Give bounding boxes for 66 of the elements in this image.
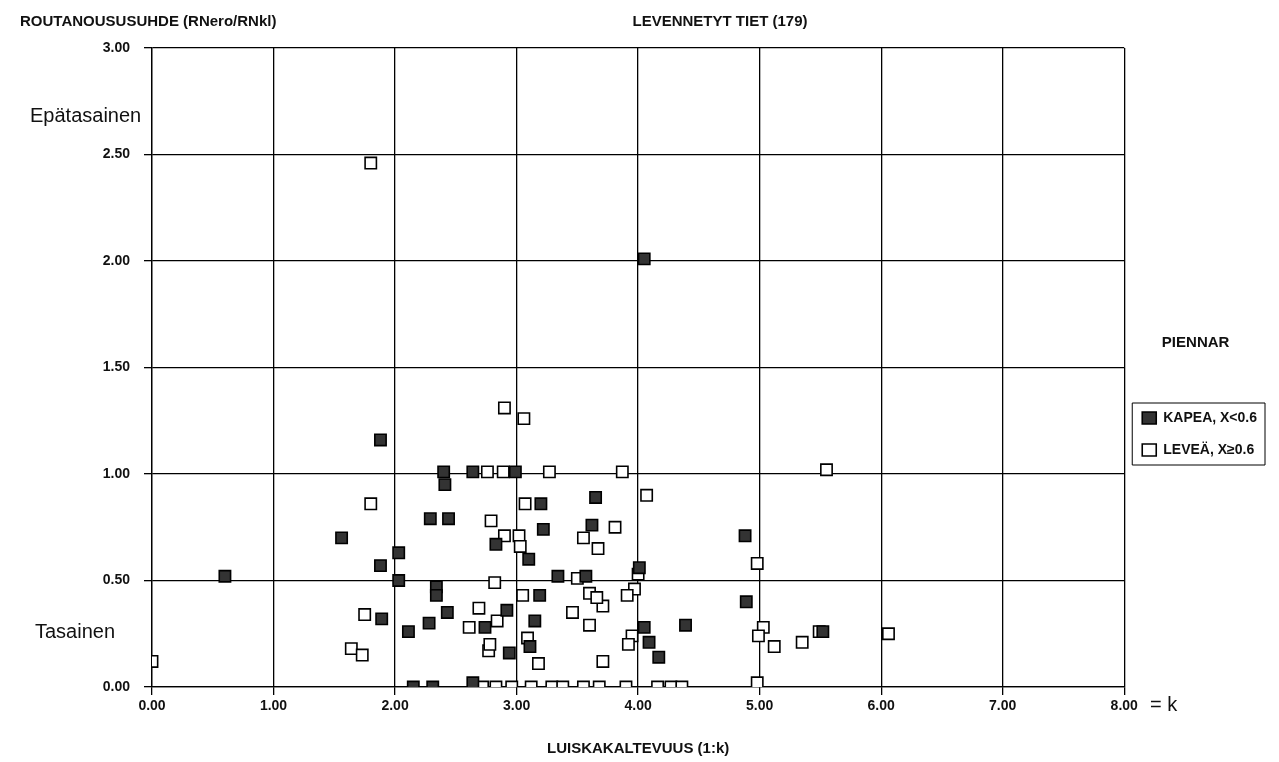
point	[738, 529, 752, 543]
point	[579, 569, 593, 583]
point	[642, 635, 656, 649]
point	[374, 433, 387, 447]
point	[401, 625, 415, 639]
point	[429, 588, 443, 602]
x-tick-label: 2.00	[381, 697, 409, 714]
point	[679, 618, 692, 632]
point	[500, 603, 514, 617]
point	[551, 569, 565, 583]
point	[816, 625, 830, 639]
point	[534, 497, 548, 511]
y-tick-label: 2.00	[102, 251, 131, 268]
text: Tasainen	[35, 620, 116, 643]
y-tick-label: 0.50	[102, 571, 131, 588]
point	[392, 546, 406, 560]
point	[375, 612, 389, 626]
point	[522, 552, 536, 566]
point	[478, 620, 492, 634]
y-tick-label: 1.50	[102, 358, 131, 375]
x-tick-label: 3.00	[502, 697, 531, 714]
point	[536, 522, 550, 536]
y-tick-label: 0.00	[102, 677, 131, 694]
point	[466, 465, 480, 479]
point	[523, 640, 537, 653]
x-tick-label: 6.00	[867, 697, 896, 714]
chart-title: LEVENNETYT TIET (179)	[632, 12, 808, 29]
legend-label: LEVEÄ, X≥0.6	[1163, 440, 1255, 457]
text: = k	[1150, 693, 1178, 716]
y-tick-label: 2.50	[102, 145, 131, 162]
point	[652, 650, 666, 664]
point	[489, 537, 503, 551]
point	[335, 531, 349, 545]
y-tick-label: 3.00	[102, 38, 131, 55]
x-axis-title: LUISKAKALTEVUUS (1:k)	[547, 739, 730, 757]
x-tick-label: 0.00	[138, 697, 166, 714]
point	[533, 588, 547, 602]
point	[739, 595, 753, 609]
point	[423, 512, 437, 526]
x-tick-label: 5.00	[746, 697, 774, 714]
legend-title: PIENNAR	[1161, 332, 1230, 350]
point	[422, 616, 436, 630]
x-tick-label: 4.00	[624, 697, 652, 714]
point	[508, 465, 522, 479]
point	[374, 559, 387, 573]
text: Epätasainen	[30, 104, 142, 127]
y-tick-label: 1.00	[102, 464, 131, 481]
point	[437, 465, 451, 479]
point	[528, 614, 542, 628]
point	[392, 574, 406, 587]
point	[442, 512, 455, 526]
x-tick-label: 7.00	[989, 697, 1017, 714]
x-tick-label: 8.00	[1110, 697, 1139, 714]
point	[466, 676, 480, 687]
legend-label: KAPEA, X<0.6	[1163, 408, 1258, 425]
point	[637, 620, 651, 634]
point	[637, 252, 651, 266]
point	[589, 490, 603, 504]
point	[218, 569, 232, 583]
point	[502, 646, 516, 660]
y-axis-title: ROUTANOUSUSUHDE (RNero/RNkl)	[20, 12, 277, 29]
point	[632, 561, 646, 575]
point	[585, 518, 599, 532]
point	[438, 478, 452, 492]
x-tick-label: 1.00	[259, 697, 288, 714]
point	[440, 605, 454, 619]
